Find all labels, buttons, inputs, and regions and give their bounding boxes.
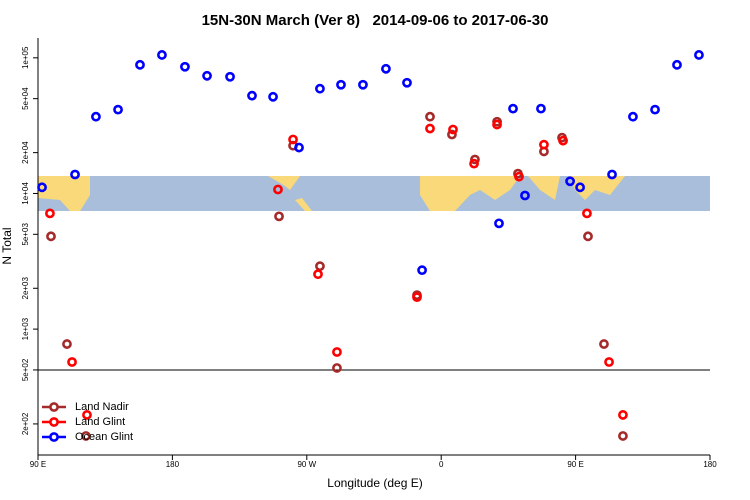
y-tick-label: 1e+03 [21,317,30,340]
point [332,347,342,357]
point [46,231,56,242]
point [288,134,298,145]
y-axis-label: N Total [0,227,14,264]
point [62,339,72,349]
point [514,171,524,182]
point [273,184,283,195]
point [582,208,592,219]
y-tick-label: 5e+02 [21,358,30,381]
point [539,139,549,150]
point [225,71,235,82]
point [67,357,77,367]
point [81,431,91,441]
legend-marker [49,402,59,412]
point [332,363,342,373]
point [565,176,575,187]
point [604,357,614,367]
point [113,104,123,115]
point [469,158,479,169]
legend-label: Land Glint [75,416,125,428]
x-tick-label: 90 E [30,460,46,469]
point [417,265,427,276]
point [381,63,391,74]
point [202,70,212,81]
y-tick-label: 2e+04 [21,141,30,164]
x-tick-label: 90 E [567,460,583,469]
point [650,104,660,115]
point [313,269,323,280]
point [448,124,458,135]
point [618,431,628,441]
legend-marker [49,432,59,442]
point [558,135,568,146]
y-tick-label: 5e+04 [21,87,30,110]
point [599,339,609,349]
point [336,79,346,90]
y-tick-label: 1e+05 [21,46,30,69]
x-tick-label: 0 [439,460,444,469]
point [607,169,617,180]
point [70,169,80,180]
point [135,59,145,70]
point [628,111,638,122]
point [536,103,546,114]
point [315,261,325,272]
point [37,182,47,193]
y-tick-label: 2e+03 [21,276,30,299]
x-tick-label: 180 [166,460,180,469]
point [618,410,628,420]
point [82,410,92,420]
x-axis-label: Longitude (deg E) [327,476,422,490]
point [447,129,457,140]
point [315,83,325,94]
x-tick-label: 180 [703,460,717,469]
chart-title: 15N-30N March (Ver 8) 2014-09-06 to 2017… [202,12,549,29]
point [247,90,257,101]
point [294,142,304,153]
point [508,103,518,114]
point [672,59,682,70]
point [492,119,502,130]
point [91,111,101,122]
point [520,190,530,201]
point [45,208,55,219]
point [157,50,167,60]
point [412,292,422,303]
y-tick-label: 2e+02 [21,412,30,435]
point [494,218,504,229]
legend-marker [49,417,59,427]
point [583,231,593,242]
point [358,79,368,90]
point [425,123,435,134]
y-tick-label: 1e+04 [21,182,30,205]
point [694,50,704,60]
point [425,111,435,122]
point [402,77,412,88]
x-tick-label: 90 W [297,460,316,469]
y-tick-label: 5e+03 [21,223,30,246]
point [268,91,278,102]
legend-label: Ocean Glint [75,431,133,443]
point [575,182,585,193]
point [274,211,284,222]
world-map [38,176,710,211]
point [180,61,190,72]
legend-label: Land Nadir [75,401,129,413]
point [470,154,480,165]
